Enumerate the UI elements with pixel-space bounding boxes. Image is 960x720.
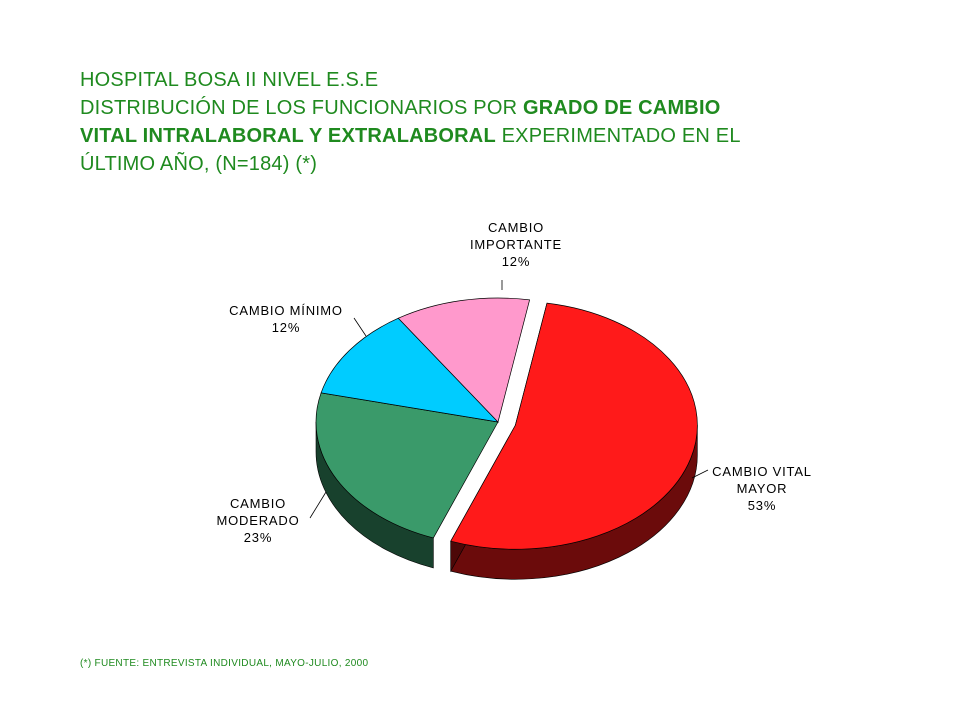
title-line-3-normal: EXPERIMENTADO EN EL (495, 125, 741, 147)
title-line-1: HOSPITAL BOSA II NIVEL E.S.E (80, 69, 379, 91)
slice-label-3-line-0: CAMBIO (488, 220, 544, 235)
slice-label-0-line-0: CAMBIO VITAL (712, 464, 812, 479)
title-line-3-bold: VITAL INTRALABORAL Y EXTRALABORAL (80, 125, 496, 147)
pie-slice-1 (315, 392, 499, 539)
slice-percent-label-2: 12% (272, 320, 300, 335)
slice-label-3-line-1: IMPORTANTE (470, 237, 562, 252)
slice-label-2-line-0: CAMBIO MÍNIMO (229, 303, 343, 318)
leader-line-1 (309, 491, 327, 519)
title-line-2-normal: DISTRIBUCIÓN DE LOS FUNCIONARIOS POR (80, 97, 524, 119)
slice-percent-label-3: 12% (502, 254, 530, 269)
title-line-3: VITAL INTRALABORAL Y EXTRALABORAL EXPERI… (80, 122, 900, 150)
slice-label-0-line-1: MAYOR (737, 481, 788, 496)
title-line-4: ÚLTIMO AÑO, (N=184) (*) (80, 153, 318, 175)
pie-slice-0 (450, 302, 698, 550)
leader-line-0 (691, 469, 709, 479)
leader-line-2 (353, 317, 367, 337)
slice-label-1-line-1: MODERADO (217, 513, 300, 528)
title-line-2-bold: GRADO DE CAMBIO (523, 97, 721, 119)
pie-slice-3 (397, 297, 531, 423)
slice-label-1-line-0: CAMBIO (230, 496, 286, 511)
slice-percent-label-0: 53% (748, 498, 776, 513)
slice-percent-label-1: 23% (244, 530, 272, 545)
pie-slice-2 (320, 317, 499, 423)
title-line-2: DISTRIBUCIÓN DE LOS FUNCIONARIOS POR GRA… (80, 94, 900, 122)
source-footnote: (*) FUENTE: ENTREVISTA INDIVIDUAL, MAYO-… (80, 658, 369, 669)
chart-title: HOSPITAL BOSA II NIVEL E.S.E DISTRIBUCIÓ… (80, 66, 900, 178)
